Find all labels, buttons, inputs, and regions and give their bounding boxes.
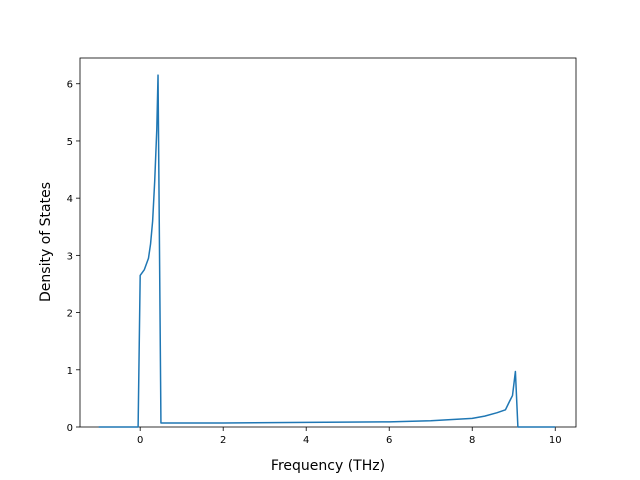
y-tick-label: 5	[67, 137, 73, 148]
x-tick-label: 6	[386, 435, 392, 446]
y-tick-label: 0	[67, 423, 73, 434]
line	[98, 74, 556, 428]
y-tick-label: 1	[67, 366, 73, 377]
x-tick-label: 0	[137, 435, 143, 446]
x-tick-label: 8	[469, 435, 475, 446]
plot-frame	[79, 57, 577, 428]
x-tick-label: 2	[220, 435, 226, 446]
y-tick-label: 3	[67, 251, 73, 262]
y-tick-label: 6	[67, 80, 73, 91]
y-axis-label: Density of States	[38, 182, 54, 302]
x-tick-label: 10	[549, 435, 562, 446]
y-tick-label: 4	[67, 194, 73, 205]
x-axis-label: Frequency (THz)	[271, 458, 385, 474]
y-tick-label: 2	[67, 309, 73, 320]
x-tick-label: 4	[303, 435, 309, 446]
